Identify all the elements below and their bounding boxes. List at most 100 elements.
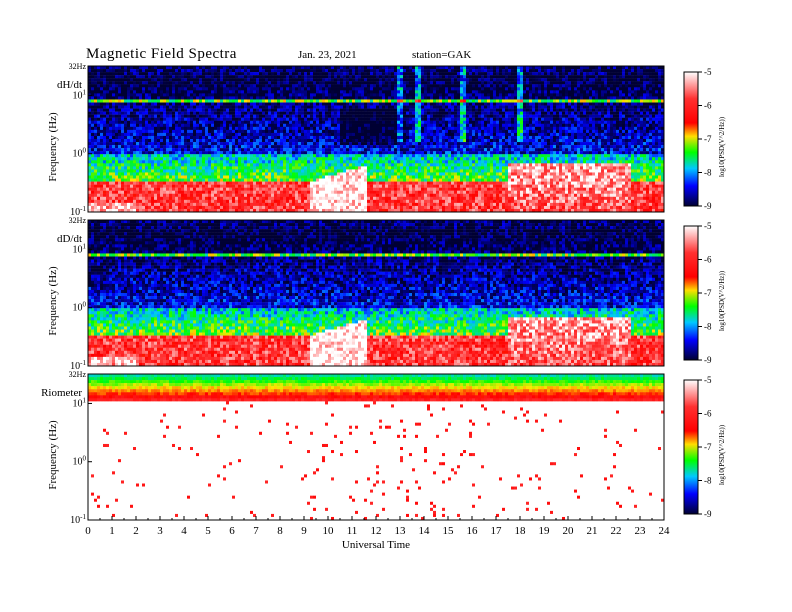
spectrogram-cell [292,87,295,90]
spectrogram-cell [598,96,601,99]
spectrogram-cell [328,112,331,115]
spectrogram-cell [157,69,160,72]
spectrogram-cell [421,115,424,118]
spectrogram-cell [298,87,301,90]
spectrogram-cell [658,87,661,90]
spectrogram-cell [646,81,649,84]
spectrogram-cell [106,99,109,102]
spectrogram-cell [286,124,289,127]
spectrogram-cell [625,136,628,139]
spectrogram-cell [559,84,562,87]
spectrogram-cell [493,90,496,93]
spectrogram-cell [124,142,127,145]
spectrogram-cell [286,81,289,84]
spectrogram-cell [625,109,628,112]
spectrogram-cell [211,87,214,90]
spectrogram-cell [499,139,502,142]
spectrogram-cell [523,133,526,136]
spectrogram-cell [283,78,286,81]
spectrogram-cell [541,127,544,130]
spectrogram-cell [103,127,106,130]
spectrogram-cell [589,93,592,96]
spectrogram-cell [442,106,445,109]
spectrogram-cell [241,112,244,115]
spectrogram-cell [265,142,268,145]
spectrogram-cell [118,136,121,139]
spectrogram-cell [100,103,103,106]
spectrogram-cell [538,142,541,145]
spectrogram-cell [139,96,142,99]
spectrogram-cell [211,93,214,96]
spectrogram-cell [574,124,577,127]
spectrogram-cell [169,93,172,96]
spectrogram-cell [190,93,193,96]
spectrogram-cell [358,121,361,124]
spectrogram-cell [655,99,658,102]
spectrogram-cell [547,118,550,121]
spectrogram-cell [145,72,148,75]
spectrogram-cell [370,72,373,75]
spectrogram-cell [106,96,109,99]
spectrogram-cell [193,90,196,93]
spectrogram-cell [370,75,373,78]
spectrogram-cell [151,72,154,75]
spectrogram-cell [394,124,397,127]
spectrogram-cell [178,118,181,121]
spectrogram-cell [268,99,271,102]
spectrogram-cell [115,118,118,121]
spectrogram-cell [130,130,133,133]
spectrogram-cell [106,133,109,136]
spectrogram-cell [205,99,208,102]
spectrogram-cell [283,121,286,124]
spectrogram-cell [475,106,478,109]
spectrogram-cell [643,133,646,136]
spectrogram-cell [94,78,97,81]
spectrogram-cell [142,142,145,145]
spectrogram-cell [220,112,223,115]
spectrogram-cell [613,75,616,78]
spectrogram-cell [400,112,403,115]
spectrogram-cell [151,81,154,84]
spectrogram-cell [433,87,436,90]
spectrogram-cell [118,124,121,127]
spectrogram-cell [154,72,157,75]
spectrogram-cell [427,139,430,142]
spectrogram-cell [379,121,382,124]
spectrogram-cell [523,78,526,81]
spectrogram-cell [229,103,232,106]
spectrogram-cell [322,69,325,72]
spectrogram-cell [292,112,295,115]
spectrogram-cell [562,72,565,75]
spectrogram-cell [493,87,496,90]
spectrogram-cell [463,130,466,133]
spectrogram-cell [511,96,514,99]
spectrogram-cell [628,106,631,109]
spectrogram-cell [586,81,589,84]
spectrogram-cell [535,84,538,87]
spectrogram-cell [94,130,97,133]
spectrogram-cell [256,84,259,87]
spectrogram-cell [619,106,622,109]
spectrogram-cell [229,84,232,87]
spectrogram-cell [172,87,175,90]
spectrogram-cell [268,81,271,84]
spectrogram-cell [493,72,496,75]
spectrogram-cell [391,136,394,139]
spectrogram-cell [607,103,610,106]
spectrogram-cell [376,103,379,106]
spectrogram-cell [355,81,358,84]
spectrogram-cell [199,130,202,133]
spectrogram-cell [604,118,607,121]
spectrogram-cell [550,103,553,106]
spectrogram-cell [232,115,235,118]
spectrogram-cell [202,136,205,139]
spectrogram-cell [403,72,406,75]
spectrogram-cell [445,106,448,109]
spectrogram-cell [172,112,175,115]
spectrogram-cell [364,139,367,142]
spectrogram-cell [610,72,613,75]
spectrogram-cell [637,139,640,142]
spectrogram-cell [475,133,478,136]
spectrogram-cell [649,96,652,99]
spectrogram-cell [139,72,142,75]
